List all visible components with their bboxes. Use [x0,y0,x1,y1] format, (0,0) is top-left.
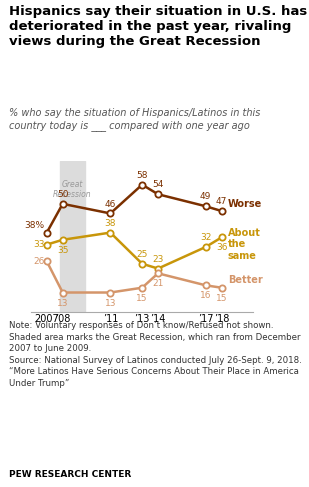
Text: 36: 36 [216,244,227,252]
Text: 58: 58 [136,171,148,180]
Text: % who say the situation of Hispanics/Latinos in this
country today is ___ compar: % who say the situation of Hispanics/Lat… [9,108,261,131]
Text: 13: 13 [57,299,68,307]
Bar [60,161,85,312]
Text: Hispanics say their situation in U.S. has
deteriorated in the past year, rivalin: Hispanics say their situation in U.S. ha… [9,5,307,48]
Text: 26: 26 [33,257,44,266]
Text: 50: 50 [57,190,68,199]
Text: 35: 35 [57,246,68,255]
Text: 13: 13 [105,299,116,307]
Text: 47: 47 [216,197,227,206]
Text: 32: 32 [200,233,211,242]
Text: 33: 33 [33,240,44,249]
Text: 25: 25 [137,250,148,259]
Text: 23: 23 [152,255,164,264]
Text: Worse: Worse [228,199,262,208]
Text: 16: 16 [200,291,211,300]
Text: Great
Recession: Great Recession [53,180,91,199]
Text: 21: 21 [152,280,164,288]
Text: 15: 15 [216,294,227,303]
Text: 54: 54 [152,181,164,189]
Text: Note: Voluntary responses of Don’t know/Refused not shown.
Shaded area marks the: Note: Voluntary responses of Don’t know/… [9,321,302,388]
Text: 46: 46 [105,200,116,208]
Text: 38%: 38% [24,221,44,230]
Text: 49: 49 [200,192,211,202]
Text: 15: 15 [136,294,148,303]
Text: About
the
same: About the same [228,228,261,261]
Text: Better: Better [228,275,263,285]
Text: 38: 38 [105,219,116,228]
Text: PEW RESEARCH CENTER: PEW RESEARCH CENTER [9,470,132,479]
